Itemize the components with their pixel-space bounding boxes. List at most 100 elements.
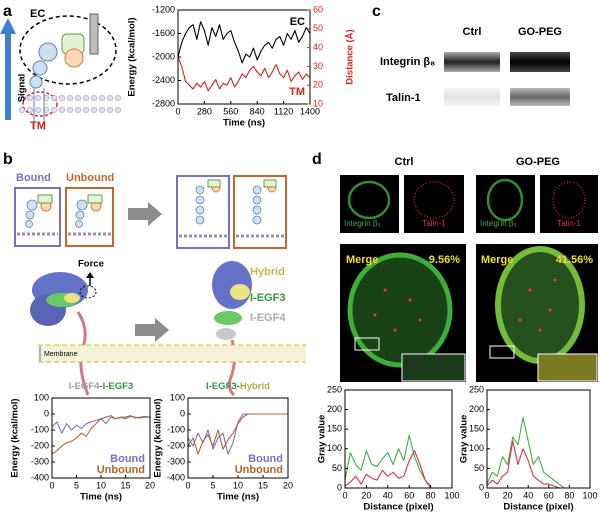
- egf3-label: I-EGF3: [250, 292, 285, 304]
- column-label: GO-PEG: [518, 26, 562, 38]
- title-part: Hybrid: [240, 381, 270, 392]
- y-tick-label: 0: [337, 482, 342, 492]
- channel-label: Talin-1: [422, 219, 446, 228]
- merge-label: Merge: [481, 254, 513, 266]
- y-axis-label: Gray value: [459, 415, 470, 464]
- title-part: I-EGF4: [69, 381, 100, 392]
- x-tick-label: 60: [544, 490, 554, 500]
- title-part: I-EGF3: [206, 381, 237, 392]
- x-tick-label: 0: [484, 490, 489, 500]
- y2-axis-label: Distance (Å): [345, 29, 356, 84]
- y-tick-label: 100: [34, 392, 49, 402]
- y2-tick-label: 10: [313, 98, 323, 108]
- x-tick-label: 840: [250, 106, 265, 116]
- x-axis-label: Time (ns): [80, 492, 122, 503]
- signal-label: Signal: [17, 74, 28, 103]
- y-tick-label: 0: [180, 408, 185, 418]
- y2-tick-label: 30: [313, 61, 323, 71]
- series-line: [486, 440, 565, 489]
- y2-tick-label: 60: [313, 4, 323, 14]
- merge-label: Merge: [346, 254, 378, 266]
- column-label: GO-PEG: [516, 156, 560, 168]
- y2-tick-label: 40: [313, 42, 323, 52]
- x-tick-label: 80: [426, 490, 436, 500]
- y-tick-label: -100: [31, 424, 49, 434]
- panel-label: d: [312, 151, 322, 168]
- x-tick-label: 15: [120, 480, 130, 490]
- y-tick-label: -2400: [152, 75, 175, 85]
- x-tick-label: 20: [145, 480, 155, 490]
- y-tick-label: -1600: [152, 28, 175, 38]
- x-tick-label: 5: [74, 480, 79, 490]
- column-label: Ctrl: [463, 26, 482, 38]
- y-tick-label: -300: [31, 456, 49, 466]
- legend-entry: Unbound: [97, 464, 145, 476]
- x-axis-label: Time (ns): [217, 492, 259, 503]
- column-label: Ctrl: [395, 156, 414, 168]
- series-line: [344, 450, 432, 489]
- x-tick-label: 0: [185, 480, 190, 490]
- legend-entry: Unbound: [235, 464, 283, 476]
- x-tick-label: 60: [404, 490, 414, 500]
- y-tick-label: 0: [44, 408, 49, 418]
- y-tick-label: 250: [327, 384, 342, 394]
- chart-title: I-EGF4-I-EGF3: [69, 381, 133, 392]
- title-part: -: [99, 381, 102, 392]
- x-tick-label: 100: [582, 490, 597, 500]
- blot-bands: [444, 52, 570, 106]
- y-tick-label: -2000: [152, 51, 175, 61]
- y-tick-label: 50: [474, 463, 484, 473]
- series-line: [177, 21, 311, 64]
- row-label: Integrin β₈: [380, 56, 435, 68]
- x-tick-label: 80: [564, 490, 574, 500]
- title-part: I-EGF3: [103, 381, 134, 392]
- x-tick-label: 100: [444, 490, 459, 500]
- percentage: 41.56%: [556, 254, 594, 266]
- y2-tick-label: 20: [313, 80, 323, 90]
- y-axis-label: Energy (kcal/mol): [127, 17, 138, 96]
- x-tick-label: 1120: [274, 106, 293, 116]
- y-tick-label: -1200: [152, 4, 175, 14]
- egf4-label: I-EGF4: [250, 312, 286, 324]
- x-tick-label: 10: [96, 480, 106, 490]
- ec-label: EC: [30, 8, 45, 20]
- y-tick-label: -200: [31, 440, 49, 450]
- series-line: [51, 415, 151, 455]
- chart-title: I-EGF3-Hybrid: [206, 381, 270, 392]
- y-tick-label: 0: [479, 482, 484, 492]
- hybrid-label: Hybrid: [250, 266, 285, 278]
- y-tick-label: 150: [469, 424, 484, 434]
- y-tick-label: 200: [327, 404, 342, 414]
- x-tick-label: 0: [175, 106, 180, 116]
- row-label: Talin-1: [386, 92, 421, 104]
- channel-label: Integrin β₅: [480, 219, 517, 228]
- legend-entry: Bound: [248, 453, 283, 465]
- membrane-label: Membrane: [44, 351, 78, 358]
- y-axis-label: Energy (kcal/mol): [10, 398, 21, 477]
- y-tick-label: 100: [469, 443, 484, 453]
- y-tick-label: -100: [167, 424, 185, 434]
- x-axis-label: Distance (pixel): [503, 502, 573, 513]
- series-line: [187, 413, 288, 455]
- x-tick-label: 1400: [300, 106, 320, 116]
- x-axis-label: Distance (pixel): [363, 502, 433, 513]
- y-tick-label: 50: [332, 463, 342, 473]
- title-part: -: [237, 381, 240, 392]
- y-axis-label: Energy (kcal/mol): [153, 398, 164, 477]
- y-tick-label: 200: [469, 404, 484, 414]
- x-tick-label: 20: [361, 490, 371, 500]
- x-tick-label: 280: [197, 106, 212, 116]
- x-tick-label: 0: [342, 490, 347, 500]
- x-tick-label: 40: [383, 490, 393, 500]
- y-tick-label: 250: [469, 384, 484, 394]
- series-label: EC: [290, 16, 305, 28]
- percentage: 9.56%: [429, 254, 460, 266]
- series-line: [187, 413, 288, 455]
- x-tick-label: 40: [523, 490, 533, 500]
- y-tick-label: -400: [167, 472, 185, 482]
- y-tick-label: -400: [31, 472, 49, 482]
- y-tick-label: 100: [170, 392, 185, 402]
- tm-label: TM: [30, 120, 46, 132]
- channel-label: Talin-1: [557, 219, 581, 228]
